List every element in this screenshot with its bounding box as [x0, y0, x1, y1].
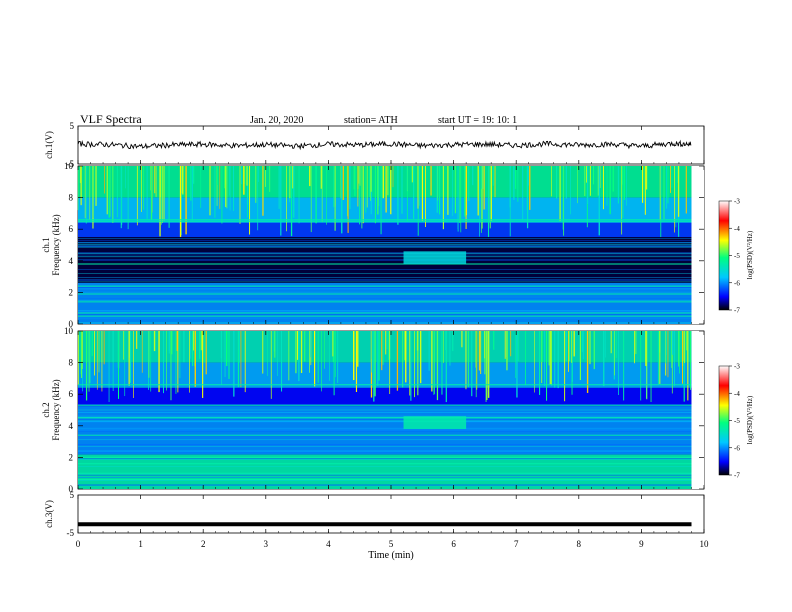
- spectrogram-band: [78, 406, 692, 455]
- emission-burst: [403, 416, 467, 429]
- y-tick-label: 8: [69, 358, 74, 368]
- ch1-colorbar-label: log(PSD)(V²/Hz): [746, 230, 754, 279]
- y-tick-label: 2: [69, 287, 74, 297]
- start-time-label: start UT = 19: 10: 1: [438, 115, 517, 126]
- y-tick-label: 2: [69, 452, 74, 462]
- spectrogram-band: [78, 282, 692, 324]
- colorbar-tick-label: -4: [734, 390, 740, 398]
- ch1-spectrogram-ylabel-frequency: Frequency (kHz): [51, 214, 61, 275]
- y-tick-label: 10: [64, 161, 74, 171]
- x-tick-label: 9: [639, 539, 644, 549]
- ch2-colorbar-label: log(PSD)(V²/Hz): [746, 395, 754, 444]
- x-tick-label: 3: [264, 539, 269, 549]
- ch1-waveform-ylabel: ch.1(V): [44, 131, 54, 159]
- x-tick-label: 2: [201, 539, 206, 549]
- ch2-spectrogram-ylabel-channel: ch.2: [41, 402, 51, 417]
- ch3-waveform: 5 -5: [67, 490, 692, 538]
- waveform-trace: [77, 139, 692, 151]
- colorbar-tick-label: -5: [734, 252, 740, 260]
- y-tick-label: 10: [64, 326, 74, 336]
- y-tick-label: 6: [69, 389, 74, 399]
- date-label: Jan. 20, 2020: [250, 115, 303, 126]
- y-tick-label: 0: [69, 319, 74, 329]
- x-tick-label: 4: [326, 539, 331, 549]
- figure-title: VLF Spectra: [80, 112, 142, 126]
- x-tick-label: 5: [389, 539, 394, 549]
- ch1-spectrogram: [77, 166, 704, 324]
- y-tick-label: 8: [69, 193, 74, 203]
- colorbar-tick-label: -4: [734, 225, 740, 233]
- x-tick-label: 7: [514, 539, 519, 549]
- x-axis-label: Time (min): [368, 550, 413, 561]
- x-tick-label: 1: [138, 539, 143, 549]
- ch1-colorbar-gradient: [718, 200, 730, 311]
- colorbar-tick-label: -5: [734, 417, 740, 425]
- emission-burst: [403, 251, 467, 264]
- spectrogram-band: [78, 237, 692, 283]
- ch1-spectrogram-ylabel-channel: ch.1: [41, 237, 51, 252]
- spectrogram-band: [78, 387, 692, 407]
- ch2-spectrogram-ylabel-frequency: Frequency (kHz): [51, 379, 61, 440]
- ch3-waveform-ylabel: ch.3(V): [44, 500, 54, 528]
- station-label: station= ATH: [344, 115, 398, 126]
- ch2-colorbar-gradient: [718, 365, 730, 476]
- x-tick-label: 6: [451, 539, 456, 549]
- no-data-region: [691, 166, 704, 324]
- y-tick-label: 0: [69, 484, 74, 494]
- y-tick-label: 4: [69, 421, 74, 431]
- spectrogram-band: [78, 454, 692, 489]
- spectrogram-band: [78, 331, 692, 363]
- ch1-colorbar: -3 -4 -5 -6 -7 log(PSD)(V²/Hz): [718, 198, 754, 315]
- x-tick-label: 10: [700, 539, 710, 549]
- y-tick-label: 6: [69, 224, 74, 234]
- ch2-spectrogram: [77, 331, 704, 489]
- x-tick-label: 0: [76, 539, 81, 549]
- y-tick-label: 5: [70, 121, 75, 131]
- y-tick-label: 5: [70, 490, 75, 500]
- y-tick-label: -5: [67, 528, 75, 538]
- y-tick-label: 4: [69, 256, 74, 266]
- ch1-waveform: 5 -5: [67, 121, 692, 169]
- no-data-region: [691, 331, 704, 489]
- colorbar-tick-label: -3: [734, 198, 740, 206]
- ch2-colorbar: -3 -4 -5 -6 -7 log(PSD)(V²/Hz): [718, 363, 754, 480]
- colorbar-tick-label: -6: [734, 279, 740, 287]
- colorbar-tick-label: -7: [734, 307, 740, 315]
- x-tick-label: 8: [577, 539, 582, 549]
- colorbar-tick-label: -7: [734, 472, 740, 480]
- colorbar-tick-label: -3: [734, 363, 740, 371]
- y-tick-label: -5: [67, 159, 75, 169]
- spectrogram-band: [78, 362, 692, 388]
- spectrogram-band: [78, 222, 692, 238]
- ch3-waveform-frame: [77, 494, 705, 534]
- colorbar-tick-label: -6: [734, 444, 740, 452]
